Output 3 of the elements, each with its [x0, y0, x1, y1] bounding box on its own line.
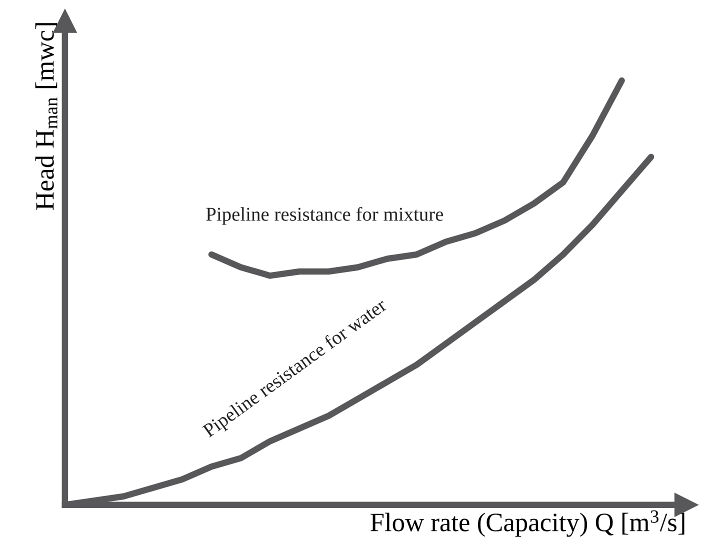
- x-axis-title: Flow rate (Capacity) Q [m$^{3}$/s]: [370, 510, 684, 537]
- series-label: Pipeline resistance for mixture: [206, 206, 444, 225]
- y-axis-title: Head H$_{man}$ [mwc]: [35, 23, 58, 210]
